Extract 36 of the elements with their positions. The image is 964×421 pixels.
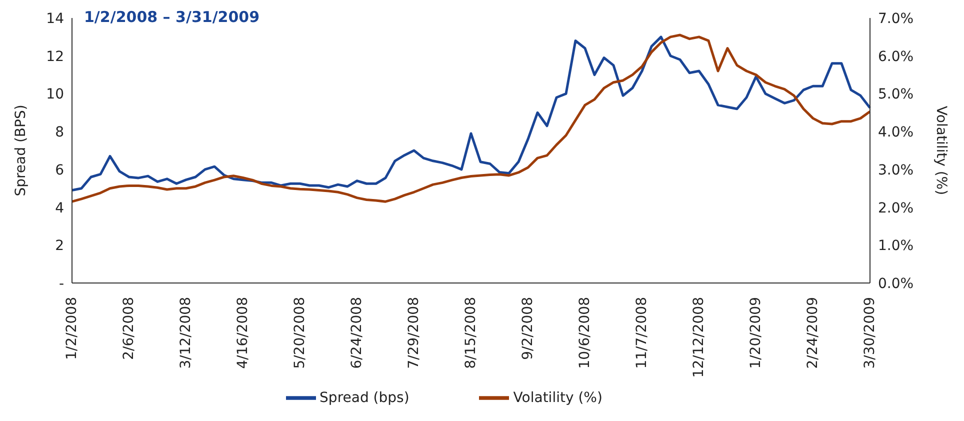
x-tick-label: 2/6/2008 [121, 297, 137, 360]
y2-tick-label: 0.0% [878, 276, 914, 292]
y2-tick-label: 6.0% [878, 48, 914, 65]
y-tick-label: 8 [55, 124, 64, 141]
y2-tick-label: 1.0% [878, 238, 914, 254]
x-tick-label: 12/12/2008 [691, 297, 707, 378]
x-tick-label: 11/7/2008 [634, 297, 650, 369]
x-tick-label: 9/2/2008 [520, 297, 536, 360]
y2-tick-label: 3.0% [878, 162, 914, 178]
y2-tick-label: 7.0% [878, 10, 914, 27]
x-tick-label: 3/30/2009 [862, 297, 878, 369]
y2-tick-label: 5.0% [878, 86, 914, 103]
y-tick-label: 2 [55, 238, 64, 254]
y-tick-label: 12 [46, 48, 64, 65]
x-tick-label: 3/12/2008 [178, 297, 194, 369]
y2-tick-label: 2.0% [878, 200, 914, 216]
x-tick-label: 2/24/2009 [805, 297, 821, 369]
y2-tick-label: 4.0% [878, 124, 914, 141]
x-tick-label: 5/20/2008 [292, 297, 308, 369]
x-tick-label: 1/20/2009 [748, 297, 764, 369]
y-tick-label: 14 [46, 10, 64, 27]
y-tick-label: 6 [55, 162, 64, 178]
x-tick-label: 4/16/2008 [235, 297, 251, 369]
x-tick-label: 7/29/2008 [406, 297, 422, 369]
x-tick-label: 1/2/2008 [64, 297, 80, 360]
y2-axis-title: Volatility (%) [933, 106, 950, 196]
y-tick-label: 4 [55, 200, 64, 216]
legend-label: Spread (bps) [320, 390, 410, 406]
y-axis-title: Spread (BPS) [12, 104, 29, 196]
chart-title: 1/2/2008 – 3/31/2009 [84, 8, 260, 26]
x-tick-label: 6/24/2008 [349, 297, 365, 369]
legend-label: Volatility (%) [513, 390, 602, 406]
x-tick-label: 10/6/2008 [577, 297, 593, 369]
x-tick-label: 8/15/2008 [463, 297, 479, 369]
y-tick-label: - [58, 276, 64, 292]
y-tick-label: 10 [46, 86, 64, 103]
